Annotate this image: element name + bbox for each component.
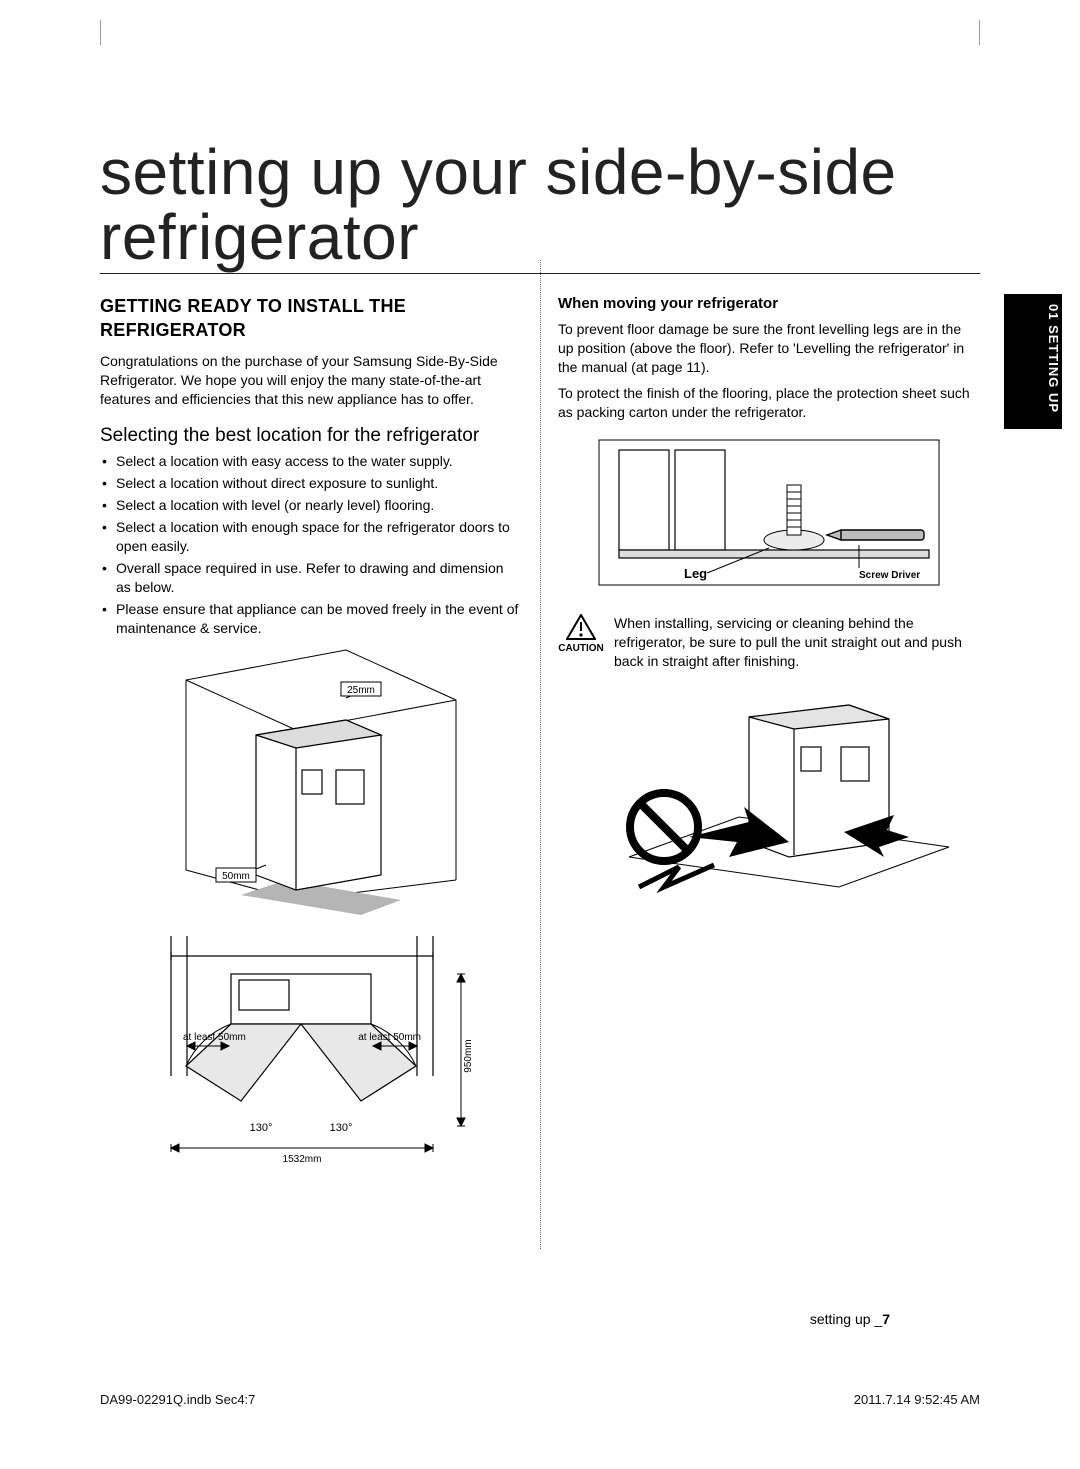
crop-marks xyxy=(100,20,980,50)
print-timestamp: 2011.7.14 9:52:45 AM xyxy=(854,1391,980,1409)
subheading-location: Selecting the best location for the refr… xyxy=(100,423,522,449)
screwdriver-label: Screw Driver xyxy=(859,570,920,581)
iso-front-clearance-label: 50mm xyxy=(222,871,250,882)
page-title: setting up your side-by-side refrigerato… xyxy=(100,140,980,274)
intro-paragraph: Congratulations on the purchase of your … xyxy=(100,352,522,409)
print-file: DA99-02291Q.indb Sec4:7 xyxy=(100,1391,255,1409)
footer-page-number: 7 xyxy=(882,1311,890,1327)
plan-left-clearance: at least 50mm xyxy=(183,1032,246,1043)
caution-icon: CAUTION xyxy=(558,614,604,656)
plan-width-label: 1532mm xyxy=(283,1154,322,1165)
plan-angle-left: 130° xyxy=(250,1122,273,1134)
figure-pull-straight xyxy=(558,687,980,907)
moving-subheading: When moving your refrigerator xyxy=(558,294,980,314)
location-bullet: Please ensure that appliance can be move… xyxy=(102,600,522,638)
page-footer: setting up _7 xyxy=(810,1310,890,1329)
moving-para-2: To protect the finish of the flooring, p… xyxy=(558,384,980,422)
plan-height-label: 950mm xyxy=(463,1040,474,1073)
chapter-tab-label: 01 SETTING UP xyxy=(1044,304,1062,413)
left-column: GETTING READY TO INSTALL THE REFRIGERATO… xyxy=(100,294,528,1187)
chapter-tab: 01 SETTING UP xyxy=(1004,294,1062,429)
figure-clearance-iso: 25mm 50mm xyxy=(100,640,522,920)
plan-right-clearance: at least 50mm xyxy=(358,1032,421,1043)
iso-top-clearance-label: 25mm xyxy=(347,685,375,696)
location-bullet: Select a location without direct exposur… xyxy=(102,474,522,493)
figure-levelling-leg: Leg Screw Driver xyxy=(558,430,980,600)
location-bullet-list: Select a location with easy access to th… xyxy=(102,452,522,637)
location-bullet: Overall space required in use. Refer to … xyxy=(102,559,522,597)
caution-label: CAUTION xyxy=(558,643,604,654)
footer-section-label: setting up _ xyxy=(810,1311,882,1327)
location-bullet: Select a location with level (or nearly … xyxy=(102,496,522,515)
moving-para-1: To prevent floor damage be sure the fron… xyxy=(558,320,980,377)
section-heading: GETTING READY TO INSTALL THE REFRIGERATO… xyxy=(100,294,522,343)
leg-label: Leg xyxy=(684,566,707,581)
right-column: 01 SETTING UP When moving your refrigera… xyxy=(558,294,980,1187)
figure-clearance-plan: 950mm 1532mm at least 50mm at least 50mm xyxy=(100,926,522,1186)
caution-text: When installing, servicing or cleaning b… xyxy=(614,614,980,671)
location-bullet: Select a location with easy access to th… xyxy=(102,452,522,471)
print-metadata: DA99-02291Q.indb Sec4:7 2011.7.14 9:52:4… xyxy=(100,1391,980,1409)
plan-angle-right: 130° xyxy=(330,1122,353,1134)
location-bullet: Select a location with enough space for … xyxy=(102,518,522,556)
column-divider xyxy=(540,260,541,1249)
